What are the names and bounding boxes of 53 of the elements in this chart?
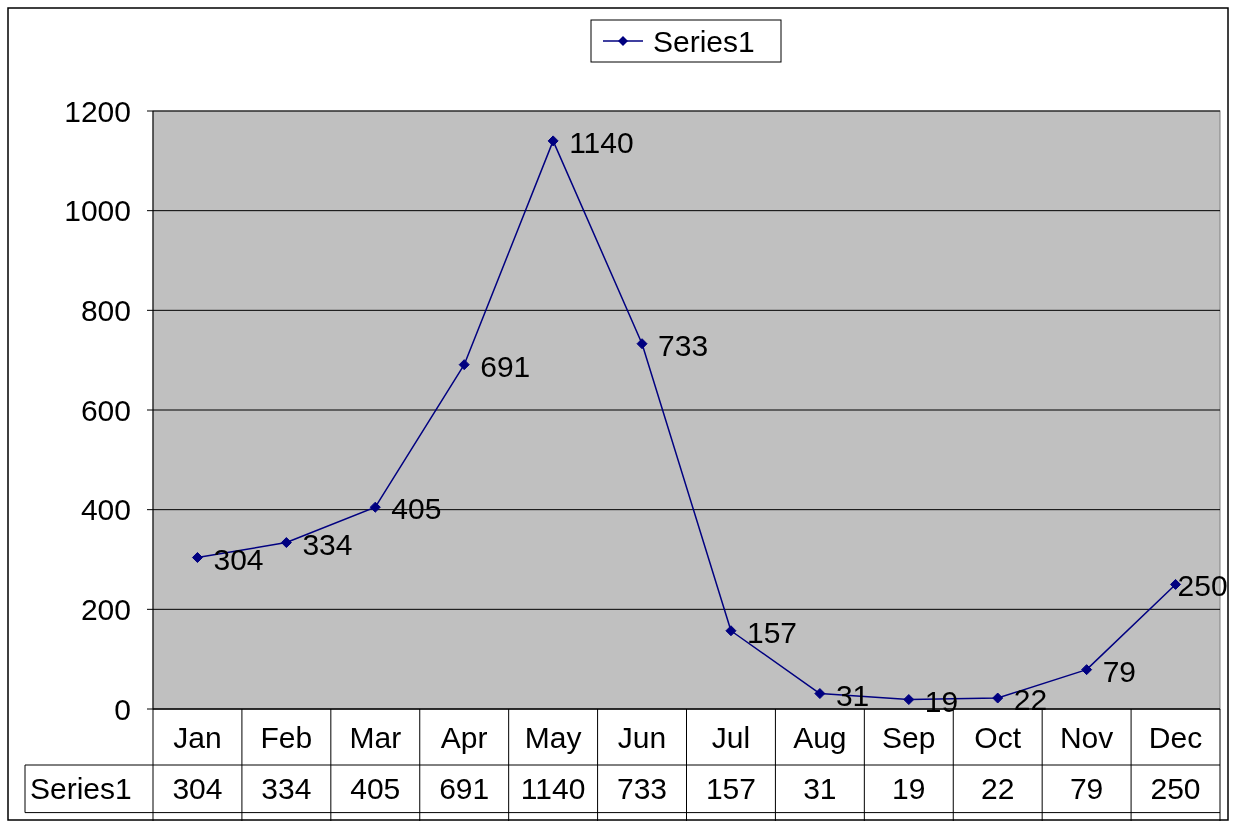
point [1081, 664, 1093, 676]
y-tick-label: 600 [80, 393, 131, 427]
data-label: 19 [892, 772, 926, 806]
point [725, 625, 737, 637]
y-tick-label: 400 [80, 493, 131, 527]
point [280, 537, 292, 549]
data-label: 1140 [520, 772, 586, 806]
x-tick-label: Feb [260, 720, 313, 754]
annotation: 334 [302, 527, 353, 561]
x-tick-label: Jun [617, 720, 667, 754]
point [636, 338, 648, 350]
x-tick-label: Apr [440, 720, 488, 754]
y-tick-label: 0 [114, 692, 131, 726]
point [903, 694, 915, 706]
x-tick-label: Nov [1059, 720, 1114, 754]
y-tick-label: 1000 [64, 194, 131, 228]
x-tick-label: Dec [1148, 720, 1203, 754]
x-tick-label: Mar [349, 720, 402, 754]
point [458, 359, 470, 371]
data-label: 691 [439, 772, 490, 806]
data-label: 79 [1069, 772, 1104, 806]
annotation: 22 [1013, 683, 1048, 717]
point [814, 688, 826, 700]
data-label: 31 [803, 772, 837, 806]
y-tick-label: 200 [80, 592, 131, 626]
x-tick-label: Oct [974, 720, 1022, 754]
x-tick-label: Aug [793, 720, 847, 754]
data-label: 304 [172, 772, 223, 806]
x-tick-label: May [524, 720, 582, 754]
annotation: 1140 [569, 125, 634, 159]
data-label: 22 [981, 772, 1015, 806]
point [992, 692, 1004, 704]
y-tick-label: 800 [80, 293, 131, 327]
data-label: 405 [350, 772, 401, 806]
x-tick-label: Jan [173, 720, 222, 754]
annotation: 733 [658, 328, 709, 362]
annotation: 157 [746, 615, 798, 649]
data-label: 157 [705, 772, 756, 806]
x-tick-label: Sep [882, 720, 936, 754]
data-label: 250 [1150, 772, 1201, 806]
annotation: 79 [1102, 654, 1136, 688]
point [547, 135, 559, 147]
annotation: 250 [1177, 569, 1228, 603]
data-label: 334 [261, 772, 312, 806]
text: Series1 [30, 772, 132, 806]
annotation: 691 [480, 349, 531, 383]
annotation: 304 [213, 542, 264, 576]
point [369, 501, 381, 513]
data-label: 733 [617, 772, 668, 806]
point [191, 552, 203, 564]
y-tick-label: 1200 [64, 94, 131, 128]
legend-label: Series1 [653, 24, 755, 58]
x-tick-label: Jul [711, 720, 751, 754]
